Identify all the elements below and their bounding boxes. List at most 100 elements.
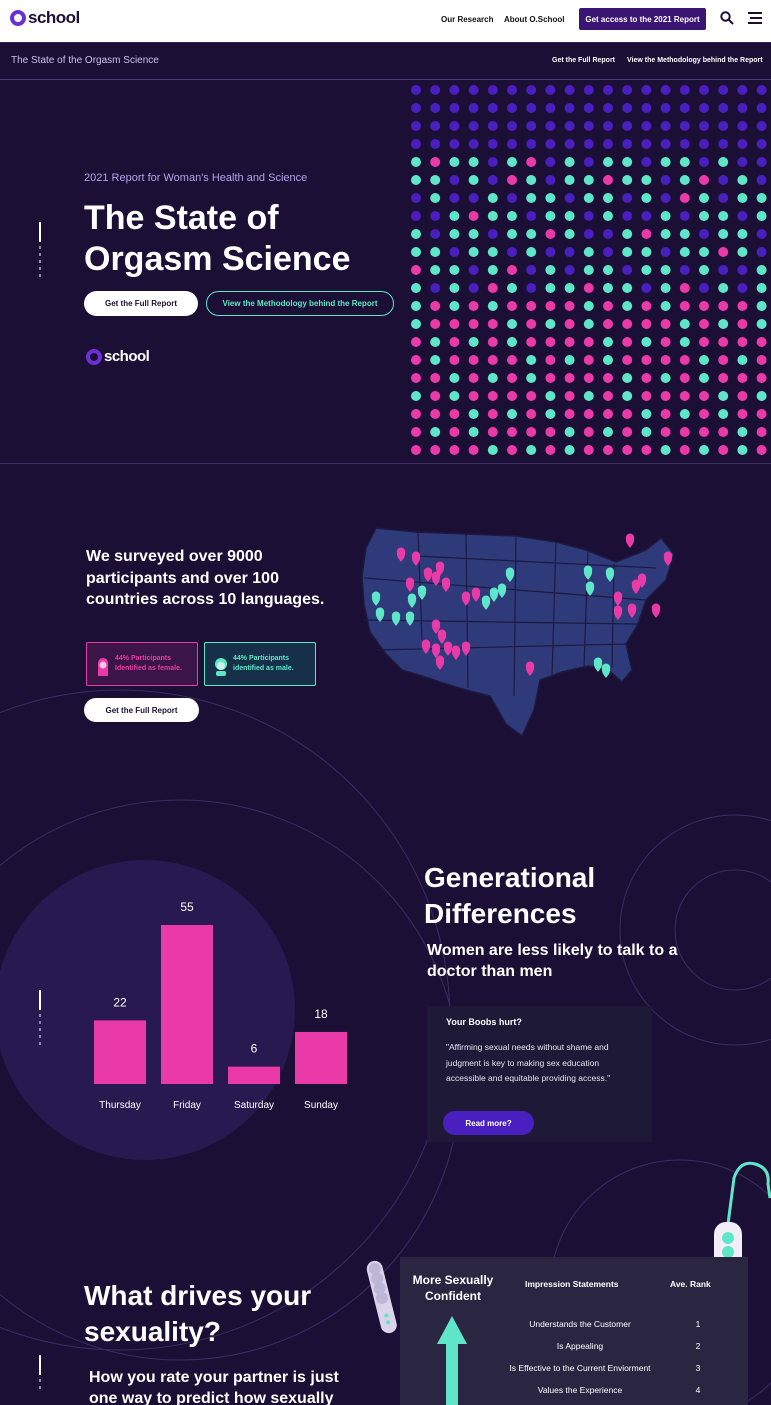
pattern-dot	[564, 373, 575, 383]
hero-get-full-report-button[interactable]: Get the Full Report	[84, 291, 198, 316]
pattern-dot	[737, 121, 748, 131]
map-pin-icon	[421, 639, 431, 654]
report-subnav-title: The State of the Orgasm Science	[11, 55, 159, 66]
pattern-dot	[487, 193, 498, 203]
pattern-dot	[468, 229, 479, 239]
subnav-methodology-link[interactable]: View the Methodology behind the Report	[627, 57, 763, 64]
pattern-dot	[583, 283, 594, 293]
pattern-dot	[507, 319, 517, 329]
pattern-dot	[641, 121, 652, 131]
pattern-dot	[583, 265, 594, 275]
nav-link-about[interactable]: About O.School	[504, 15, 565, 24]
pattern-dot	[545, 247, 556, 257]
pattern-dot	[564, 85, 575, 95]
pattern-dot	[564, 319, 575, 329]
pattern-dot	[737, 193, 748, 203]
pattern-dot	[622, 193, 633, 203]
pattern-dot	[622, 319, 633, 329]
map-pin-icon	[431, 571, 441, 586]
pattern-dot	[564, 391, 575, 401]
map-pin-icon	[583, 565, 593, 580]
pattern-dot	[487, 337, 498, 347]
pattern-dot	[660, 409, 671, 419]
pattern-dot	[430, 409, 441, 419]
section-marker	[39, 1355, 42, 1389]
table-cell-rank: 3	[695, 1363, 701, 1373]
pattern-dot	[718, 445, 729, 455]
pattern-dot	[545, 445, 556, 455]
hamburger-menu-icon[interactable]	[748, 12, 762, 24]
pattern-dot	[737, 373, 748, 383]
search-icon[interactable]	[720, 11, 734, 25]
pattern-dot	[737, 319, 748, 329]
pattern-dot	[641, 301, 652, 311]
pattern-dot	[660, 103, 671, 113]
bar-value-label: 55	[180, 900, 194, 914]
pattern-dot	[641, 391, 652, 401]
pattern-dot	[699, 265, 709, 275]
pattern-dot	[430, 85, 441, 95]
pattern-dot	[507, 121, 517, 131]
pattern-dot	[756, 427, 767, 437]
pattern-dot	[699, 157, 709, 167]
pattern-dot	[430, 319, 441, 329]
subnav-get-full-report-link[interactable]: Get the Full Report	[552, 57, 615, 64]
get-report-access-button[interactable]: Get access to the 2021 Report	[579, 8, 706, 30]
pattern-dot	[679, 211, 690, 221]
pattern-dot	[449, 157, 460, 167]
pattern-dot	[545, 121, 556, 131]
pattern-dot	[526, 355, 537, 365]
map-pin-icon	[461, 591, 471, 606]
nav-link-our-research[interactable]: Our Research	[441, 15, 494, 24]
pattern-dot	[699, 409, 709, 419]
pattern-dot	[545, 427, 556, 437]
pattern-dot	[526, 193, 537, 203]
pattern-dot	[487, 409, 498, 419]
report-subnav: The State of the Orgasm Science Get the …	[0, 42, 771, 80]
hero-methodology-button[interactable]: View the Methodology behind the Report	[206, 291, 394, 316]
pattern-dot	[756, 85, 767, 95]
pattern-dot	[487, 175, 498, 185]
pattern-dot	[526, 157, 537, 167]
pattern-dot	[526, 229, 537, 239]
pattern-dot	[660, 229, 671, 239]
oschool-logo[interactable]: school	[10, 8, 80, 28]
pattern-dot	[507, 247, 517, 257]
pattern-dot	[679, 355, 690, 365]
bar-category-label: Friday	[173, 1100, 201, 1111]
pattern-dot	[468, 445, 479, 455]
pattern-dot	[699, 319, 709, 329]
pattern-dot	[756, 373, 767, 383]
pattern-dot	[660, 175, 671, 185]
survey-get-full-report-button[interactable]: Get the Full Report	[84, 698, 199, 722]
pattern-dot	[641, 409, 652, 419]
pattern-dot	[507, 427, 517, 437]
pattern-dot	[679, 409, 690, 419]
pattern-dot	[622, 427, 633, 437]
pattern-dot	[660, 85, 671, 95]
logo-text: school	[28, 8, 80, 27]
pattern-dot	[545, 229, 556, 239]
pattern-dot	[718, 193, 729, 203]
pattern-dot	[737, 337, 748, 347]
pattern-dot	[545, 355, 556, 365]
bar-category-label: Thursday	[99, 1100, 141, 1111]
pattern-dot	[430, 355, 441, 365]
pattern-dot	[468, 373, 479, 383]
pattern-dot	[411, 175, 421, 185]
pattern-dot	[411, 391, 421, 401]
pattern-dot	[718, 337, 729, 347]
map-pin-icon	[411, 551, 421, 566]
map-pin-icon	[435, 655, 445, 670]
pattern-dot	[449, 85, 460, 95]
read-more-button[interactable]: Read more?	[443, 1111, 534, 1135]
pattern-dot	[411, 373, 421, 383]
pattern-dot	[699, 175, 709, 185]
pattern-dot	[737, 85, 748, 95]
map-pins	[371, 533, 673, 678]
bar-category-label: Saturday	[234, 1100, 274, 1111]
pattern-dot	[756, 355, 767, 365]
pattern-dot	[449, 283, 460, 293]
pattern-dot	[660, 193, 671, 203]
pattern-dot	[603, 427, 613, 437]
